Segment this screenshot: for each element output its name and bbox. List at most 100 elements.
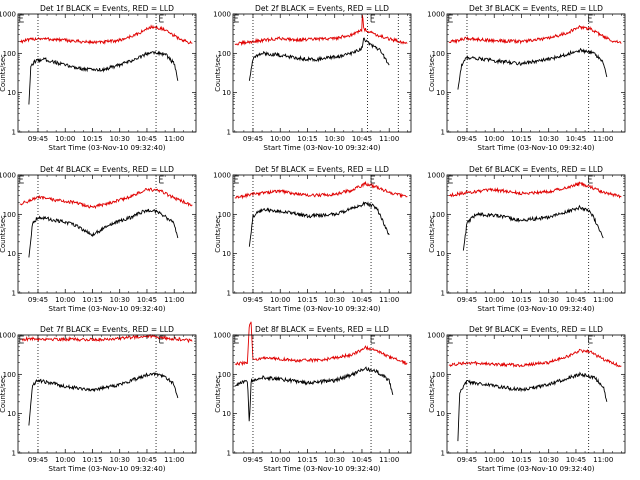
y-tick-label: 1000 bbox=[0, 332, 16, 340]
x-tick-label: 10:30 bbox=[110, 456, 130, 464]
panel-det-4: Det 4f BLACK = Events, RED = LLD 1 10 100 10… bbox=[0, 165, 197, 313]
y-axis-label: Counts/sec bbox=[214, 54, 222, 92]
x-tick-label: 09:45 bbox=[243, 456, 263, 464]
panel-title: Det 6f BLACK = Events, RED = LLD bbox=[469, 165, 603, 174]
x-tick-label: 11:00 bbox=[593, 135, 613, 143]
panel-title: Det 7f BLACK = Events, RED = LLD bbox=[40, 325, 174, 334]
x-axis-label: Start Time (03-Nov-10 09:32:40) bbox=[477, 143, 594, 152]
x-tick-label: 10:15 bbox=[511, 296, 531, 304]
y-tick-label: 100 bbox=[3, 211, 16, 219]
y-axis-label: Counts/sec bbox=[0, 215, 7, 253]
x-tick-label: 10:30 bbox=[325, 296, 345, 304]
y-tick-label: 1 bbox=[12, 290, 16, 298]
series-line-events bbox=[28, 208, 179, 258]
x-axis-label: Start Time (03-Nov-10 09:32:40) bbox=[263, 304, 380, 313]
series-line-lld bbox=[234, 321, 408, 367]
x-tick-label: 10:15 bbox=[297, 296, 317, 304]
flag-marker bbox=[588, 175, 593, 184]
flag-marker bbox=[448, 14, 453, 23]
x-tick-label: 11:00 bbox=[593, 296, 613, 304]
y-tick-label: 10 bbox=[222, 250, 231, 258]
y-tick-label: 100 bbox=[218, 371, 231, 379]
panel-det-1: Det 1f BLACK = Events, RED = LLD 1 10 100 10… bbox=[0, 4, 197, 152]
x-tick-label: 10:15 bbox=[82, 456, 102, 464]
y-tick-label: 10 bbox=[7, 410, 16, 418]
y-axis-label: Counts/sec bbox=[428, 54, 436, 92]
panel-det-2: Det 2f BLACK = Events, RED = LLD 1 10 100 10… bbox=[213, 4, 412, 152]
series-line-events bbox=[462, 204, 604, 251]
panel-det-8: Det 8f BLACK = Events, RED = LLD 1 10 100 10… bbox=[213, 321, 412, 473]
panel-title: Det 5f BLACK = Events, RED = LLD bbox=[255, 165, 389, 174]
y-tick-label: 10 bbox=[7, 89, 16, 97]
x-axis-label: Start Time (03-Nov-10 09:32:40) bbox=[477, 464, 594, 473]
flag-marker bbox=[588, 14, 593, 23]
y-tick-label: 1 bbox=[12, 129, 16, 137]
x-axis-label: Start Time (03-Nov-10 09:32:40) bbox=[263, 143, 380, 152]
y-tick-label: 1000 bbox=[0, 11, 16, 19]
flag-marker bbox=[588, 335, 593, 344]
y-tick-label: 1000 bbox=[427, 332, 445, 340]
series-line-lld bbox=[234, 14, 408, 47]
series-line-events bbox=[28, 50, 179, 105]
plot-frame bbox=[17, 13, 197, 133]
panel-title: Det 4f BLACK = Events, RED = LLD bbox=[40, 165, 174, 174]
series-line-events bbox=[457, 371, 608, 442]
x-tick-label: 10:45 bbox=[352, 135, 372, 143]
x-tick-label: 10:45 bbox=[566, 135, 586, 143]
x-tick-label: 09:45 bbox=[457, 456, 477, 464]
y-axis-label: Counts/sec bbox=[0, 54, 7, 92]
flag-marker bbox=[159, 335, 164, 344]
plot-frame bbox=[446, 174, 626, 294]
panel-det-7: Det 7f BLACK = Events, RED = LLD 1 10 100 10… bbox=[0, 325, 197, 473]
series-line-events bbox=[457, 47, 608, 90]
flag-marker bbox=[159, 175, 164, 184]
x-tick-label: 10:00 bbox=[484, 296, 504, 304]
x-tick-label: 10:15 bbox=[297, 456, 317, 464]
x-axis-label: Start Time (03-Nov-10 09:32:40) bbox=[48, 304, 165, 313]
y-axis-label: Counts/sec bbox=[0, 375, 7, 413]
flag-marker bbox=[448, 175, 453, 184]
y-tick-label: 10 bbox=[222, 89, 231, 97]
x-tick-label: 10:45 bbox=[352, 456, 372, 464]
panel-det-9: Det 9f BLACK = Events, RED = LLD 1 10 100 10… bbox=[427, 325, 626, 473]
flag-marker bbox=[234, 14, 239, 23]
y-tick-label: 10 bbox=[436, 89, 445, 97]
x-tick-label: 10:00 bbox=[484, 456, 504, 464]
y-tick-label: 100 bbox=[432, 50, 445, 58]
flag-marker bbox=[19, 14, 24, 23]
x-axis-label: Start Time (03-Nov-10 09:32:40) bbox=[263, 464, 380, 473]
y-tick-label: 1 bbox=[12, 450, 16, 458]
y-tick-label: 1 bbox=[441, 450, 445, 458]
x-tick-label: 10:15 bbox=[82, 135, 102, 143]
x-tick-label: 09:45 bbox=[28, 456, 48, 464]
x-tick-label: 11:00 bbox=[379, 456, 399, 464]
flag-marker bbox=[234, 335, 239, 344]
series-line-events bbox=[248, 37, 390, 81]
y-tick-label: 1000 bbox=[427, 172, 445, 180]
flag-marker bbox=[370, 175, 376, 184]
series-line-lld bbox=[448, 24, 622, 45]
y-tick-label: 1 bbox=[441, 290, 445, 298]
panel-title: Det 9f BLACK = Events, RED = LLD bbox=[469, 325, 603, 334]
x-tick-label: 10:00 bbox=[55, 456, 75, 464]
y-tick-label: 100 bbox=[3, 371, 16, 379]
x-tick-label: 11:00 bbox=[593, 456, 613, 464]
x-tick-label: 10:30 bbox=[325, 456, 345, 464]
x-tick-label: 09:45 bbox=[457, 135, 477, 143]
series-line-lld bbox=[448, 348, 622, 368]
x-tick-label: 10:30 bbox=[539, 456, 559, 464]
y-tick-label: 100 bbox=[432, 371, 445, 379]
y-tick-label: 1000 bbox=[0, 172, 16, 180]
x-tick-label: 10:00 bbox=[270, 296, 290, 304]
y-tick-label: 1 bbox=[227, 290, 231, 298]
plot-frame bbox=[232, 174, 412, 294]
x-tick-label: 10:45 bbox=[137, 296, 157, 304]
x-tick-label: 10:45 bbox=[566, 296, 586, 304]
x-tick-label: 10:00 bbox=[55, 296, 75, 304]
flag-marker bbox=[19, 175, 24, 184]
y-tick-label: 10 bbox=[436, 410, 445, 418]
x-tick-label: 10:00 bbox=[270, 456, 290, 464]
y-tick-label: 10 bbox=[222, 410, 231, 418]
y-tick-label: 100 bbox=[218, 211, 231, 219]
x-tick-label: 09:45 bbox=[28, 296, 48, 304]
